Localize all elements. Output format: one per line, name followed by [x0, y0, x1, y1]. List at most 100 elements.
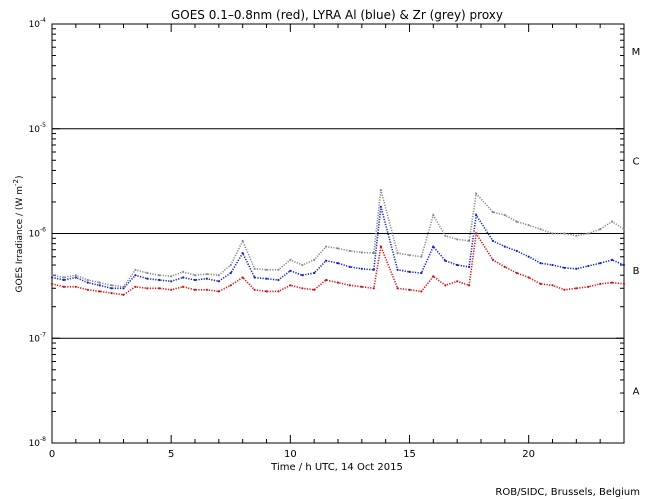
data-point: [193, 278, 197, 282]
data-point: [491, 258, 494, 261]
data-point: [475, 214, 478, 217]
y-tick-label: 10-4: [29, 17, 47, 30]
data-point: [503, 265, 506, 268]
data-point: [265, 290, 268, 293]
data-point: [551, 232, 554, 235]
data-point: [575, 234, 578, 237]
data-point: [158, 287, 161, 290]
data-point: [408, 288, 411, 291]
data-point: [336, 281, 340, 284]
data-point: [599, 282, 602, 285]
data-point: [408, 270, 411, 273]
flare-class-label: C: [633, 156, 640, 167]
y-tick-label: 10-6: [29, 227, 47, 240]
data-point: [110, 284, 113, 287]
y-axis-label: GOES Irradiance / (W m-2): [12, 176, 25, 293]
data-point: [396, 287, 399, 290]
data-point: [253, 288, 256, 291]
series-goes-0-1-0-8nm: [50, 231, 626, 296]
data-point: [432, 245, 435, 248]
x-tick-label: 5: [168, 449, 174, 460]
data-point: [205, 288, 208, 291]
data-point: [622, 228, 626, 231]
data-point: [515, 249, 518, 253]
data-point: [539, 228, 542, 231]
data-point: [348, 249, 351, 253]
series-group: [50, 188, 626, 296]
data-point: [515, 271, 518, 275]
data-point: [205, 277, 208, 280]
data-point: [289, 269, 292, 272]
data-point: [50, 276, 54, 279]
data-point: [158, 278, 161, 282]
data-point: [74, 274, 77, 277]
data-point: [301, 263, 304, 267]
data-point: [193, 274, 197, 277]
data-point: [289, 258, 292, 261]
data-point: [622, 263, 626, 267]
data-point: [396, 252, 399, 255]
data-point: [277, 268, 280, 271]
data-point: [551, 284, 554, 287]
data-point: [146, 287, 149, 290]
flare-class-labels: A B C M: [632, 47, 641, 397]
data-point: [475, 192, 478, 195]
data-point: [408, 254, 411, 257]
data-point: [74, 276, 77, 279]
credit-text: ROB/SIDC, Brussels, Belgium: [495, 487, 640, 498]
data-point: [539, 262, 542, 265]
series-lyra-zr: [50, 188, 626, 288]
data-point: [527, 276, 530, 279]
data-point: [468, 284, 471, 287]
data-point: [325, 278, 328, 282]
data-point: [379, 188, 382, 192]
data-point: [265, 268, 268, 271]
data-point: [241, 252, 244, 255]
data-point: [62, 278, 65, 282]
data-point: [193, 288, 197, 291]
data-point: [229, 271, 232, 275]
data-point: [217, 280, 220, 283]
data-point: [110, 287, 113, 290]
data-point: [86, 281, 89, 284]
flare-class-label: A: [633, 387, 640, 398]
data-point: [611, 281, 614, 284]
data-point: [503, 245, 506, 248]
data-point: [379, 205, 382, 208]
data-point: [348, 265, 351, 268]
data-point: [98, 284, 101, 287]
flare-class-lines: [52, 128, 624, 339]
data-point: [229, 284, 232, 287]
data-point: [622, 282, 626, 285]
data-point: [313, 271, 316, 275]
data-point: [50, 282, 54, 285]
data-point: [575, 287, 578, 290]
data-point: [468, 265, 471, 268]
data-point: [372, 268, 375, 271]
data-point: [611, 258, 614, 261]
data-point: [348, 284, 351, 287]
y-tick-label: 10-7: [29, 331, 47, 344]
data-point: [134, 274, 137, 277]
data-point: [396, 268, 399, 271]
data-point: [253, 276, 256, 279]
data-point: [241, 276, 244, 279]
data-point: [444, 259, 447, 262]
data-point: [241, 239, 244, 242]
data-point: [265, 277, 268, 280]
data-point: [182, 285, 185, 288]
flare-class-label: M: [632, 47, 641, 58]
data-point: [563, 266, 566, 269]
data-point: [182, 270, 185, 273]
data-point: [182, 276, 185, 279]
data-point: [599, 228, 602, 231]
data-point: [551, 263, 554, 267]
data-point: [301, 287, 304, 290]
x-axis-label: Time / h UTC, 14 Oct 2015: [270, 462, 403, 473]
data-point: [110, 292, 113, 295]
x-tick-label: 0: [49, 449, 55, 460]
data-point: [420, 255, 423, 258]
data-point: [62, 285, 65, 288]
data-point: [372, 252, 375, 255]
data-point: [503, 214, 506, 217]
